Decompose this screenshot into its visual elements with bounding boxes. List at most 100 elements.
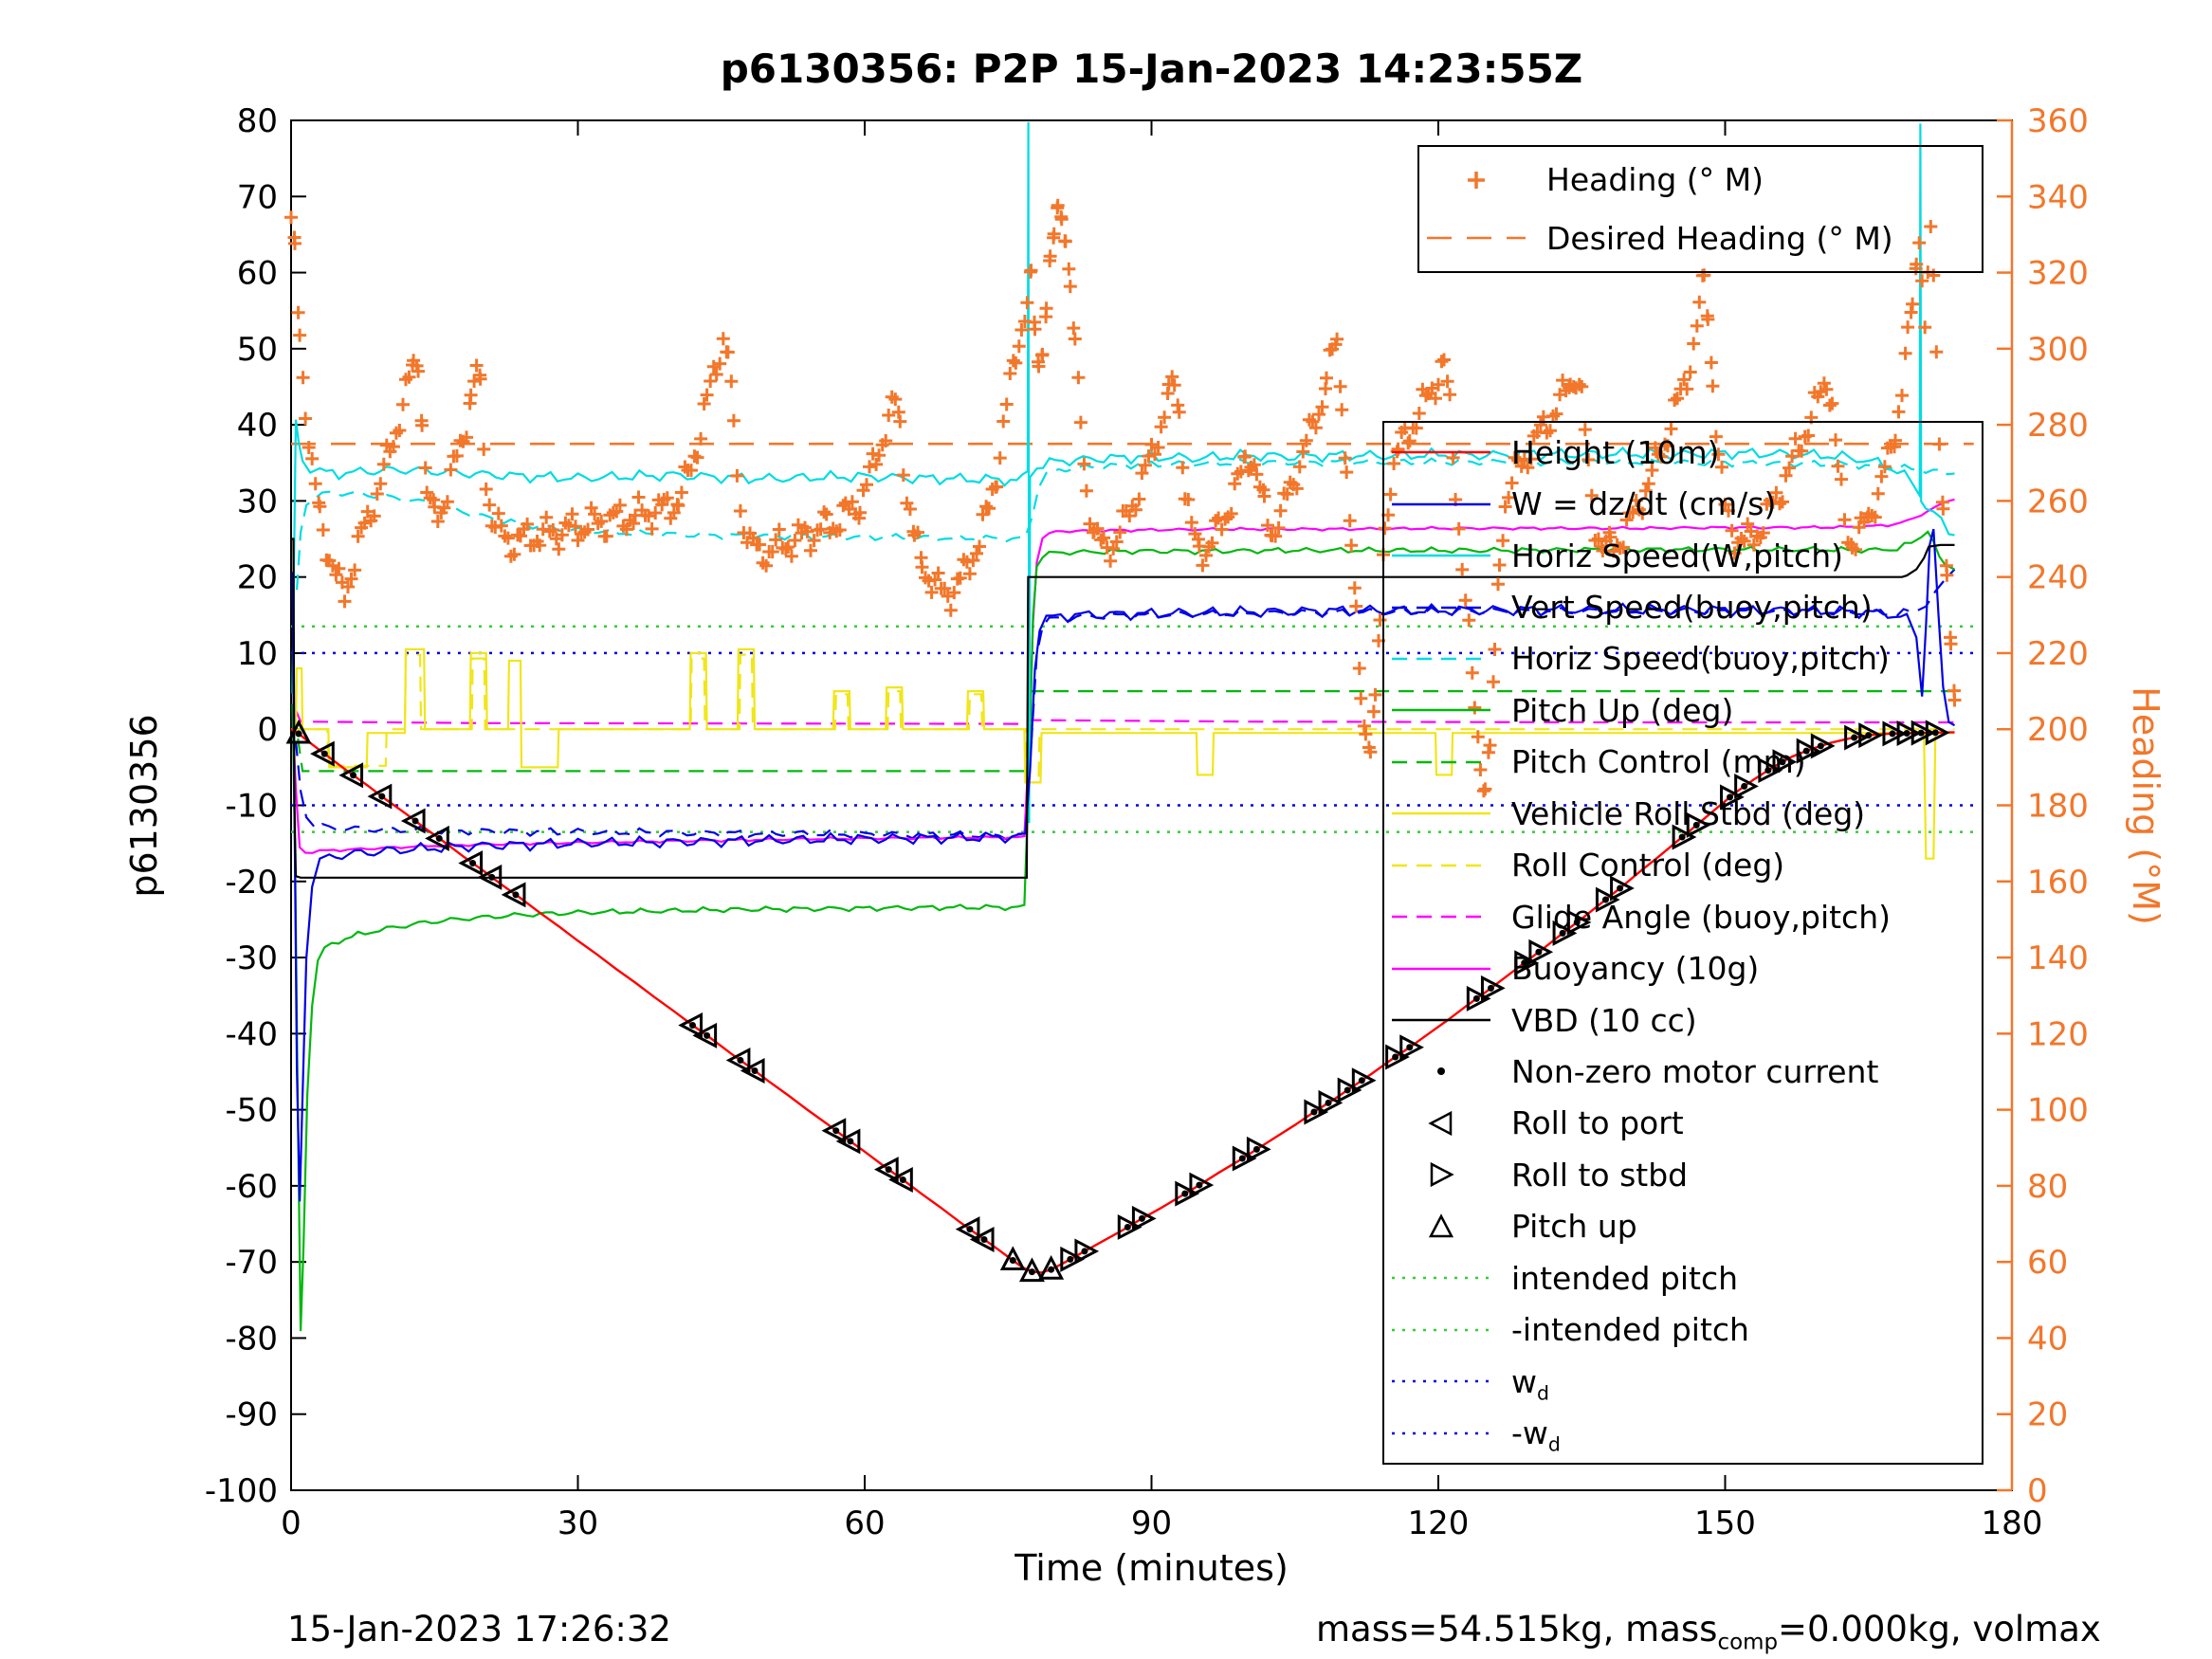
legend-sample-marker-dot-icon xyxy=(1437,1067,1445,1076)
left-tick-label: 40 xyxy=(237,407,278,445)
legend-sample-dash-long-icon xyxy=(1427,236,1526,240)
right-tick-label: 100 xyxy=(2027,1092,2089,1130)
legend-sample-dot-icon xyxy=(1392,1379,1490,1383)
left-tick-label: 80 xyxy=(237,102,278,140)
mass-text: mass=54.515kg, mass xyxy=(1316,1609,1718,1650)
series-vehicle-roll xyxy=(291,647,1955,860)
legend-item: wd xyxy=(1384,1362,1982,1405)
legend-item: W = dz/dt (cm/s) xyxy=(1384,487,1982,521)
x-tick-label: 90 xyxy=(1131,1504,1172,1542)
legend-item: Pitch up xyxy=(1384,1210,1982,1244)
legend-sample-dash-icon xyxy=(1392,606,1490,609)
legend-label: intended pitch xyxy=(1511,1259,1739,1297)
legend-label: Heading (° M) xyxy=(1546,161,1764,199)
left-tick-label: -80 xyxy=(225,1320,278,1358)
series-roll-control xyxy=(291,653,1955,779)
right-tick-label: 240 xyxy=(2027,559,2089,597)
legend-label: wd xyxy=(1511,1362,1549,1405)
legend-item: Vehicle Roll Stbd (deg) xyxy=(1384,796,1982,830)
legend-main: Height (10m) W = dz/dt (cm/s) Horiz Speed(… xyxy=(1382,421,1983,1465)
legend-item: Vert Speed(buoy,pitch) xyxy=(1384,591,1982,625)
left-tick-label: -90 xyxy=(225,1396,278,1434)
legend-label: Vert Speed(buoy,pitch) xyxy=(1511,589,1873,627)
legend-sample-dash-icon xyxy=(1392,915,1490,919)
right-tick-label: 220 xyxy=(2027,635,2089,673)
legend-label: W = dz/dt (cm/s) xyxy=(1511,485,1777,523)
series-vbd xyxy=(292,538,1955,879)
marker-motor-current xyxy=(295,729,1939,1276)
x-tick-label: 60 xyxy=(844,1504,885,1542)
legend-label: Pitch Control (mm) xyxy=(1511,743,1806,781)
left-tick-label: -70 xyxy=(225,1244,278,1282)
legend-sample-solid-icon xyxy=(1392,450,1490,454)
series-horiz-speed-w xyxy=(291,121,1955,824)
left-axis-label: p6130356 xyxy=(123,714,165,898)
x-tick-label: 30 xyxy=(558,1504,598,1542)
right-tick-label: 60 xyxy=(2027,1244,2068,1282)
left-tick-label: -40 xyxy=(225,1015,278,1053)
right-tick-label: 360 xyxy=(2027,102,2089,140)
right-tick-label: 0 xyxy=(2027,1472,2048,1510)
legend-label: Pitch Up (deg) xyxy=(1511,691,1734,729)
legend-sample-solid-icon xyxy=(1392,811,1490,815)
left-tick-label: 70 xyxy=(237,178,278,216)
legend-label: Roll to stbd xyxy=(1511,1156,1689,1194)
legend-label: -intended pitch xyxy=(1511,1311,1749,1349)
left-tick-label: -10 xyxy=(225,788,278,826)
right-tick-label: 120 xyxy=(2027,1015,2089,1053)
legend-label: Buoyancy (10g) xyxy=(1511,950,1760,988)
legend-label: Desired Heading (° M) xyxy=(1546,219,1893,257)
legend-item: Pitch Up (deg) xyxy=(1384,693,1982,727)
series-horiz-speed-buoy xyxy=(296,457,1955,591)
left-tick-label: 10 xyxy=(237,635,278,673)
legend-item: Glide Angle (buoy,pitch) xyxy=(1384,900,1982,934)
x-tick-label: 0 xyxy=(281,1504,302,1542)
right-tick-label: 80 xyxy=(2027,1168,2068,1206)
legend-label: VBD (10 cc) xyxy=(1511,1001,1697,1039)
legend-sample-solid-icon xyxy=(1392,967,1490,970)
left-tick-label: -100 xyxy=(205,1472,278,1510)
footer-timestamp: 15-Jan-2023 17:26:32 xyxy=(287,1609,671,1650)
legend-label: Non-zero motor current xyxy=(1511,1052,1879,1090)
x-axis-label: Time (minutes) xyxy=(1015,1547,1289,1589)
series-buoyancy xyxy=(291,498,1955,854)
legend-label: Roll Control (deg) xyxy=(1511,847,1785,884)
legend-item: -intended pitch xyxy=(1384,1313,1982,1347)
legend-label: Roll to port xyxy=(1511,1104,1684,1142)
legend-sample-dash-icon xyxy=(1392,657,1490,661)
series-heading xyxy=(284,198,1962,798)
right-tick-label: 180 xyxy=(2027,788,2089,826)
marker-pitch-up xyxy=(285,719,1065,1283)
legend-item: -wd xyxy=(1384,1414,1982,1456)
legend-sample-dash-icon xyxy=(1392,864,1490,867)
right-tick-label: 300 xyxy=(2027,331,2089,369)
legend-item: Heading (° M) xyxy=(1419,163,1982,197)
left-tick-label: 20 xyxy=(237,559,278,597)
legend-item: Horiz Speed(W,pitch) xyxy=(1384,538,1982,573)
legend-label: Height (10m) xyxy=(1511,433,1720,471)
left-tick-label: -20 xyxy=(225,864,278,902)
legend-sample-marker-plus-icon xyxy=(1468,171,1485,189)
legend-item: intended pitch xyxy=(1384,1261,1982,1295)
legend-item: Desired Heading (° M) xyxy=(1419,221,1982,255)
series-w-dzdt xyxy=(291,528,1956,1202)
right-tick-label: 200 xyxy=(2027,711,2089,749)
legend-item: Roll to port xyxy=(1384,1106,1982,1140)
legend-sample-marker-tri-up-icon xyxy=(1428,1213,1454,1238)
legend-sample-solid-icon xyxy=(1392,709,1490,712)
legend-label: Horiz Speed(W,pitch) xyxy=(1511,537,1843,574)
left-tick-label: -60 xyxy=(225,1168,278,1206)
left-tick-label: 30 xyxy=(237,483,278,520)
legend-item: Horiz Speed(buoy,pitch) xyxy=(1384,642,1982,676)
right-tick-label: 140 xyxy=(2027,939,2089,977)
legend-sample-dot-icon xyxy=(1392,1431,1490,1434)
footer-mass-info: mass=54.515kg, masscomp=0.000kg, volmax xyxy=(1316,1609,2101,1653)
legend-label: -wd xyxy=(1511,1414,1561,1456)
right-tick-label: 280 xyxy=(2027,407,2089,445)
legend-sample-solid-icon xyxy=(1392,554,1490,557)
legend-label: Horiz Speed(buoy,pitch) xyxy=(1511,640,1890,678)
series-vert-speed-buoy xyxy=(294,568,1956,841)
marker-roll-to-port xyxy=(310,740,995,1252)
left-tick-label: 60 xyxy=(237,255,278,293)
